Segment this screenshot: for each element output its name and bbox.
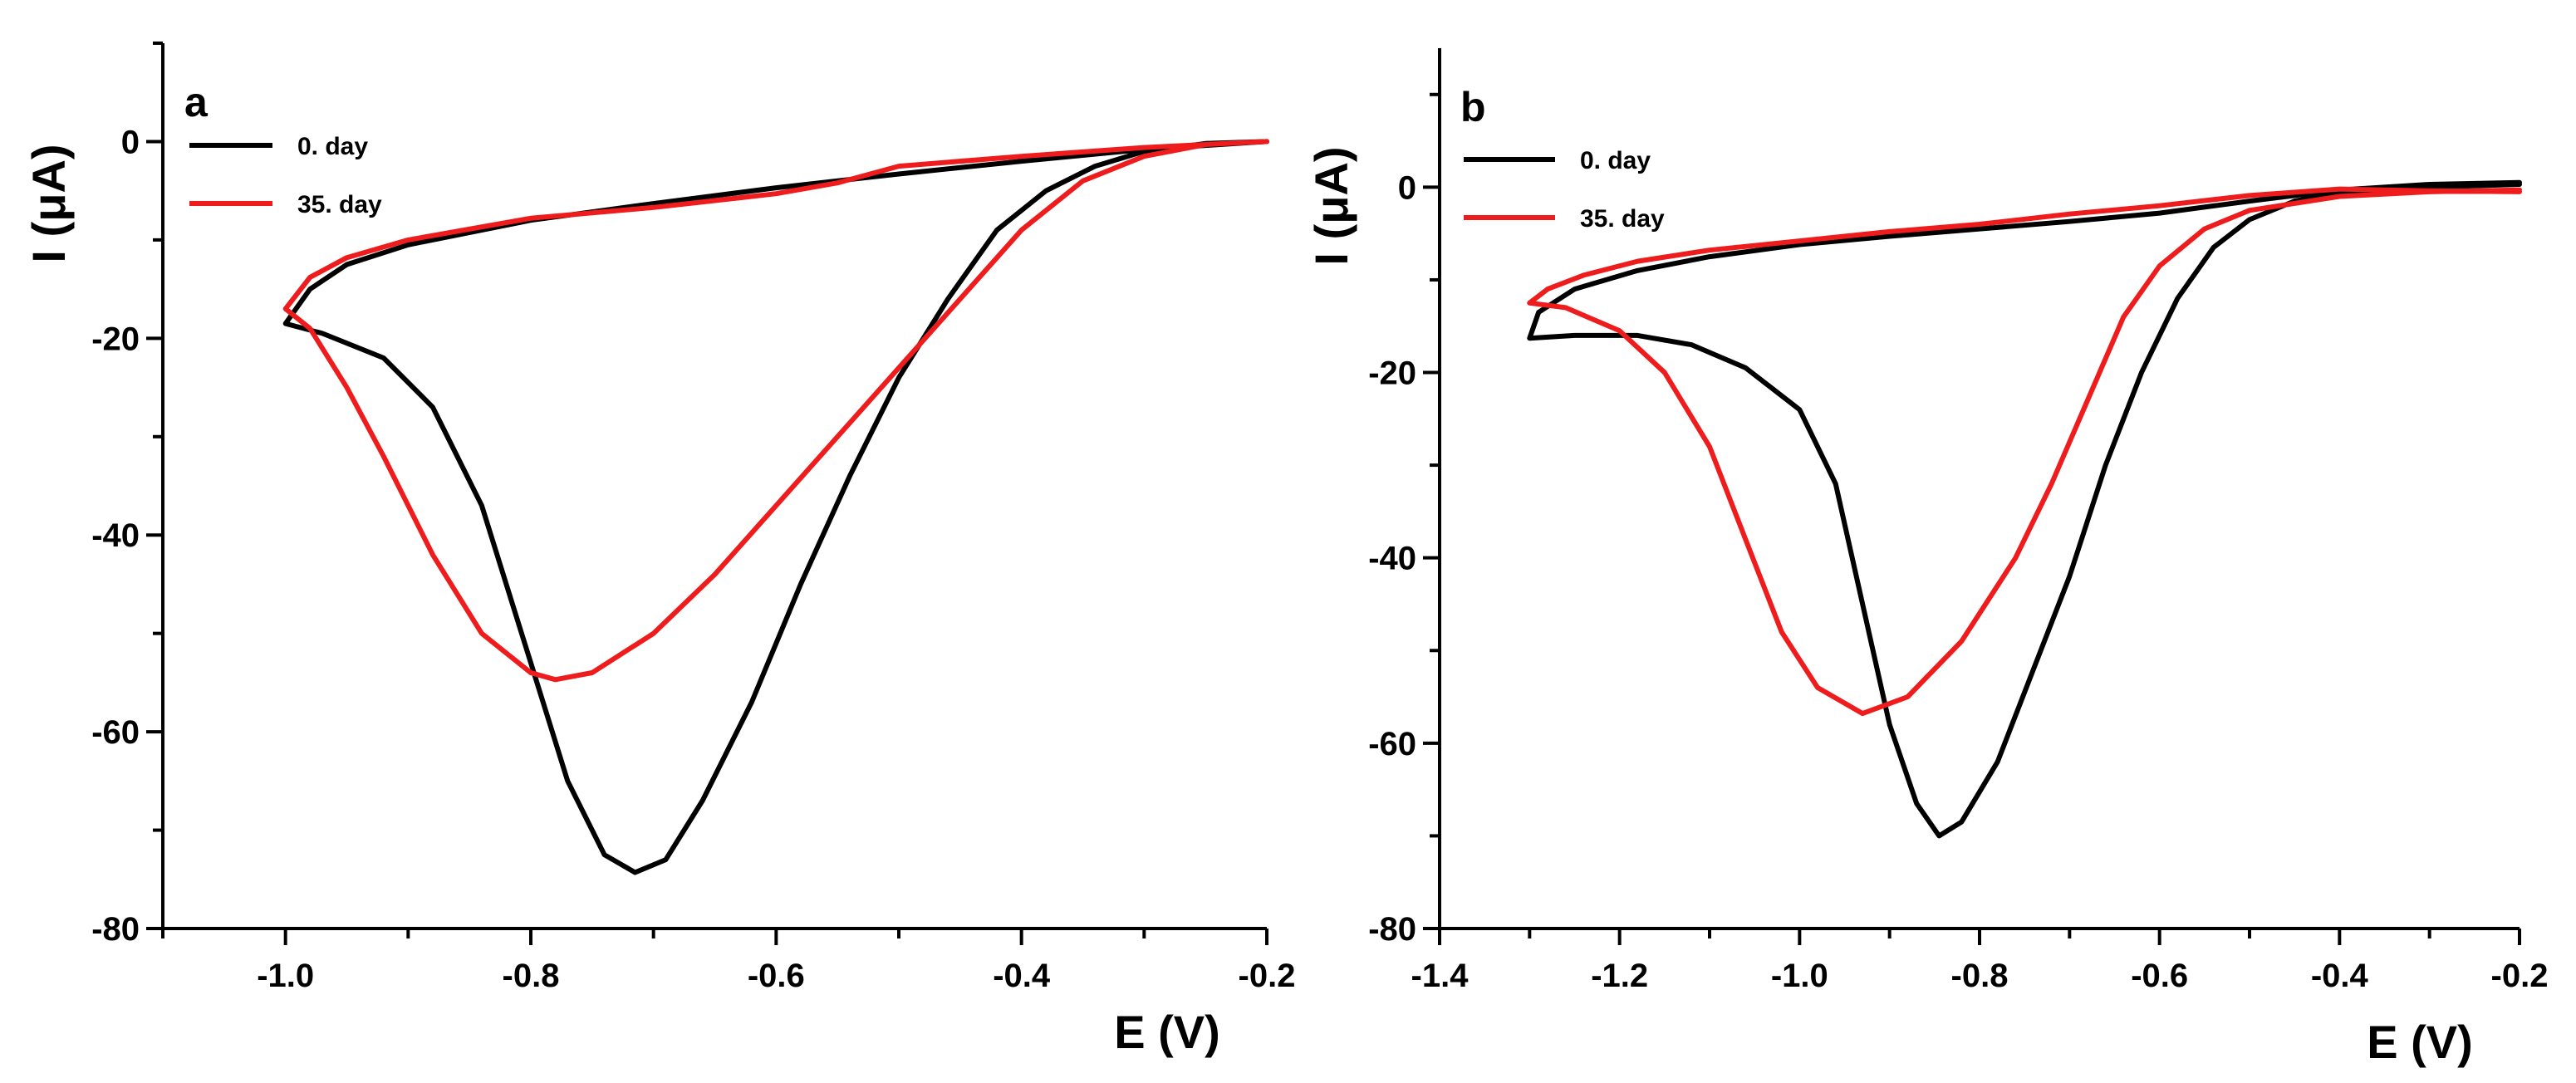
y-tick-label: -40 xyxy=(91,517,140,554)
series-line-day-35 xyxy=(1527,186,2522,717)
y-axis-title: I (μA) xyxy=(22,144,75,262)
y-tick-label: -80 xyxy=(1368,911,1416,948)
x-tick-label: -0.6 xyxy=(748,958,805,994)
y-tick-label: -20 xyxy=(91,321,140,357)
x-tick-label: -0.2 xyxy=(1239,958,1296,994)
x-tick-label: -1.4 xyxy=(1411,958,1470,994)
x-tick-label: -1.2 xyxy=(1591,958,1648,994)
panel-label: a xyxy=(184,79,209,125)
y-tick-label: -60 xyxy=(1368,726,1416,762)
series-line-day-35 xyxy=(282,139,1269,683)
y-tick-label: -20 xyxy=(1368,355,1416,392)
y-tick-label: -60 xyxy=(91,714,140,751)
x-tick-label: -0.4 xyxy=(2311,958,2369,994)
y-tick-label: 0 xyxy=(1398,169,1416,206)
y-tick-label: 0 xyxy=(121,124,140,160)
x-axis-title: E (V) xyxy=(1114,1006,1220,1058)
legend-label: 0. day xyxy=(297,133,368,160)
legend-label: 0. day xyxy=(1580,147,1651,174)
series-line-day-0 xyxy=(1527,179,2522,839)
x-tick-label: -0.2 xyxy=(2491,958,2549,994)
panel-label: b xyxy=(1460,84,1486,130)
x-tick-label: -0.4 xyxy=(993,958,1051,994)
x-tick-label: -1.0 xyxy=(257,958,314,994)
legend-label: 35. day xyxy=(297,191,382,218)
chart-panel-b: -1.4 -1.2 -1.0 -0.8 -0.6 -0.4 -0.2 -80 -60 -40 -20… xyxy=(1305,48,2548,1068)
y-tick-label: -80 xyxy=(91,911,140,948)
x-tick-label: -0.8 xyxy=(503,958,560,994)
x-axis-title: E (V) xyxy=(2367,1016,2473,1068)
y-axis-title: I (μA) xyxy=(1305,146,1357,265)
legend-label: 35. day xyxy=(1580,205,1665,233)
y-tick-label: -40 xyxy=(1368,541,1416,577)
x-tick-label: -0.8 xyxy=(1951,958,2009,994)
chart-panel-a: -1.0 -0.8 -0.6 -0.4 -0.2 -80 -60 -40 -20 0 E (V) I … xyxy=(22,42,1296,1058)
x-tick-label: -1.0 xyxy=(1771,958,1828,994)
x-tick-label: -0.6 xyxy=(2131,958,2188,994)
series-line-day-0 xyxy=(282,139,1269,875)
